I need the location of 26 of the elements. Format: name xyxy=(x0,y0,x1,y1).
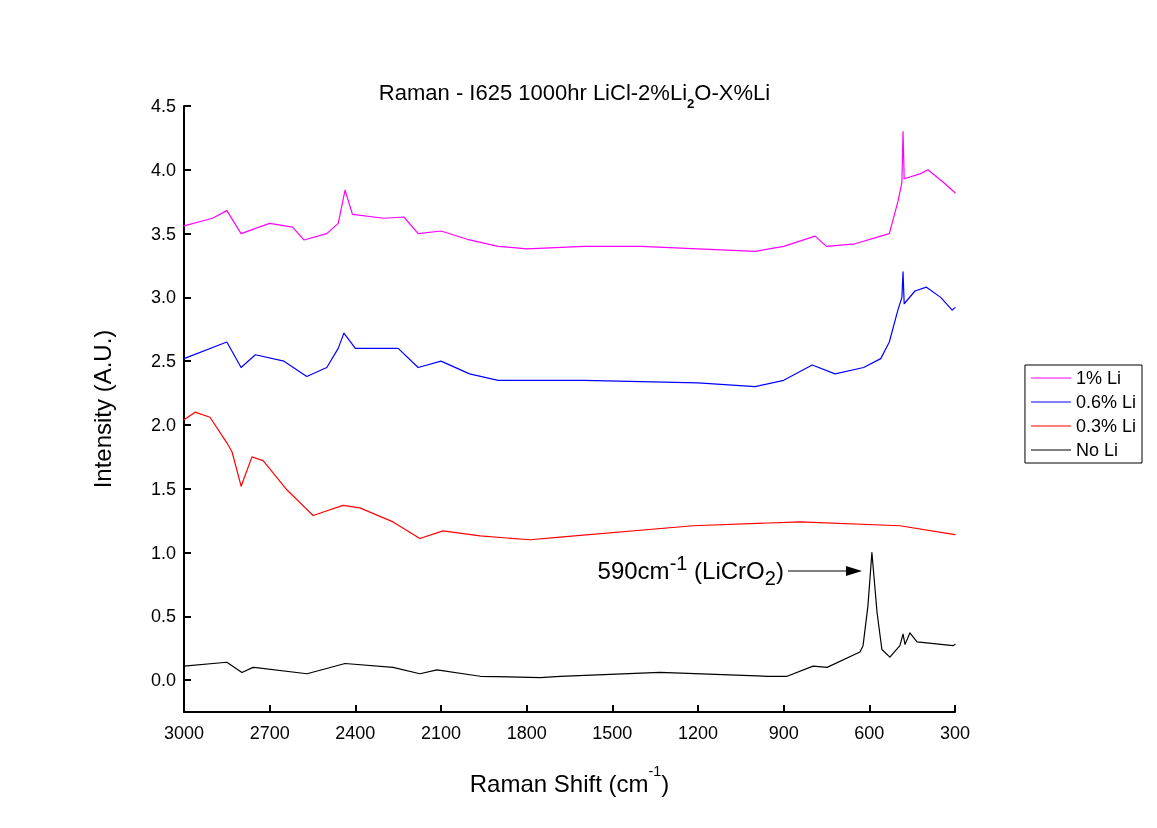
x-tick-label: 900 xyxy=(768,723,799,743)
legend-label: 0.6% Li xyxy=(1075,392,1137,412)
y-tick-label: 2.0 xyxy=(150,414,176,435)
annotation: 590cm$^{-1}$ (LiCrO$_{2}$) xyxy=(597,552,784,589)
x-tick-label: 3000 xyxy=(163,723,205,743)
legend-label: 1% Li xyxy=(1075,368,1121,388)
y-tick-label: 4.5 xyxy=(150,96,176,116)
y-tick-label: 1.5 xyxy=(150,478,176,499)
y-tick-label: 0.5 xyxy=(150,606,176,627)
x-tick-label: 1200 xyxy=(677,723,719,743)
x-tick-label: 2100 xyxy=(420,723,462,743)
x-tick-label: 600 xyxy=(854,723,885,743)
y-tick-label: 4.0 xyxy=(150,159,176,180)
y-tick-label: 1.0 xyxy=(150,542,176,563)
y-axis-title: Intensity (A.U.) xyxy=(89,329,117,489)
y-tick-label: 2.5 xyxy=(150,351,176,372)
legend-label: No Li xyxy=(1075,440,1118,460)
x-tick-label: 300 xyxy=(939,723,971,743)
x-tick-label: 1800 xyxy=(506,723,547,743)
y-tick-label: 3.0 xyxy=(150,287,176,308)
x-tick-label: 1500 xyxy=(592,723,633,743)
legend-label: 0.3% Li xyxy=(1075,416,1137,436)
y-tick-label: 3.5 xyxy=(150,223,176,244)
x-tick-label: 2400 xyxy=(335,723,376,743)
y-tick-label: 0.0 xyxy=(150,670,176,691)
x-tick-label: 2700 xyxy=(249,723,290,743)
